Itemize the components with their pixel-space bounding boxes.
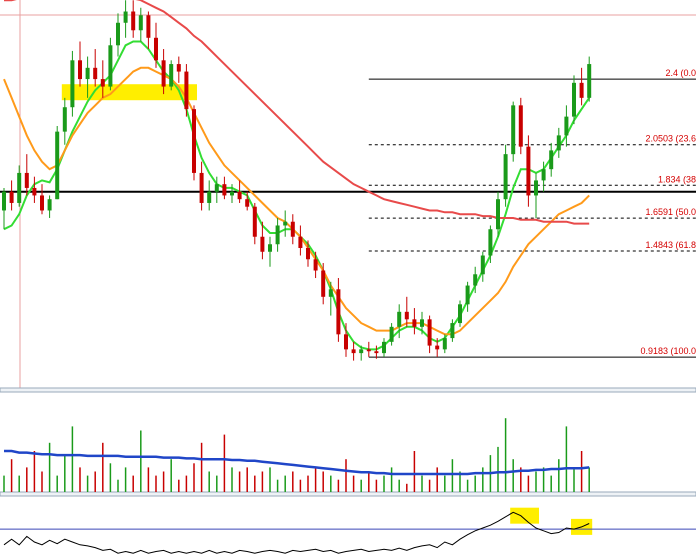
candle-body-16 <box>123 11 128 23</box>
candle-body-53 <box>404 311 409 320</box>
candle-body-5 <box>40 195 44 211</box>
candle-body-45 <box>344 334 348 350</box>
candle-body-70 <box>534 180 538 196</box>
candle-body-10 <box>78 60 82 80</box>
candle-body-3 <box>24 172 29 188</box>
candle-body-36 <box>275 225 280 245</box>
candle-body-20 <box>154 37 158 61</box>
candle-body-19 <box>146 15 151 38</box>
candle-body-49 <box>374 351 379 354</box>
candle-body-64 <box>488 229 493 256</box>
fib-level-label-4: 1.4843 (61.8 <box>645 240 696 250</box>
candle-body-69 <box>526 146 531 196</box>
candle-body-73 <box>556 135 561 151</box>
candle-body-62 <box>473 274 478 286</box>
fib-level-label-5: 0.9183 (100.0 <box>640 346 696 356</box>
candle-body-32 <box>245 199 250 207</box>
moving-average-line-2 <box>4 0 590 225</box>
candle-body-51 <box>389 326 394 342</box>
candle-body-23 <box>176 64 181 72</box>
candle-body-40 <box>306 248 310 260</box>
candle-body-9 <box>70 60 75 108</box>
oscillator-line <box>3 511 590 554</box>
candle-body-12 <box>93 67 98 80</box>
candle-body-11 <box>85 67 90 80</box>
candle-body-30 <box>230 191 234 196</box>
candle-body-21 <box>161 60 166 87</box>
candle-body-35 <box>268 244 272 252</box>
candle-body-6 <box>47 199 52 211</box>
candle-body-14 <box>108 45 113 87</box>
candle-body-41 <box>313 259 318 271</box>
candle-body-46 <box>351 349 356 354</box>
moving-average-line-1 <box>3 66 590 336</box>
candle-body-74 <box>564 116 569 136</box>
candle-body-39 <box>298 236 303 248</box>
candle-body-13 <box>100 79 105 87</box>
candle-body-71 <box>541 169 546 181</box>
candle-body-55 <box>420 319 424 327</box>
panel-divider-volume <box>0 387 696 393</box>
candle-body-66 <box>503 154 508 200</box>
candle-body-0 <box>2 191 6 211</box>
fib-level-label-2: 1.834 (38 <box>658 174 696 184</box>
candle-body-76 <box>579 82 584 98</box>
candle-body-7 <box>55 131 60 200</box>
candle-body-33 <box>252 206 257 237</box>
candle-body-25 <box>192 109 196 173</box>
candle-body-42 <box>321 270 326 297</box>
volume-average-line <box>4 449 590 476</box>
candle-body-27 <box>207 191 212 203</box>
candle-body-31 <box>237 191 242 200</box>
candle-body-1 <box>9 191 14 203</box>
candle-body-77 <box>587 64 592 98</box>
candle-body-44 <box>336 289 341 335</box>
candle-body-4 <box>32 187 37 196</box>
fib-level-label-1: 2.0503 (23.6 <box>645 134 696 144</box>
candle-body-38 <box>290 221 295 237</box>
candle-body-34 <box>260 236 265 252</box>
fib-level-label-3: 1.6591 (50.0 <box>645 207 696 217</box>
candle-body-28 <box>214 184 219 192</box>
candle-body-47 <box>359 349 364 354</box>
candle-body-48 <box>366 349 371 352</box>
candle-body-59 <box>450 323 455 339</box>
highlight-box-oscillator-1 <box>510 507 539 524</box>
candle-body-57 <box>435 345 440 350</box>
panel-divider-oscillator <box>0 491 696 497</box>
candle-body-18 <box>138 15 143 31</box>
candle-body-29 <box>222 184 227 196</box>
candle-body-63 <box>480 255 485 275</box>
candle-body-60 <box>458 304 462 324</box>
candle-body-2 <box>17 172 22 203</box>
candle-body-67 <box>511 105 516 155</box>
candle-body-50 <box>382 341 386 354</box>
candle-body-72 <box>549 150 554 170</box>
candle-body-8 <box>62 107 67 132</box>
candle-body-15 <box>116 22 120 46</box>
candle-body-17 <box>131 11 136 31</box>
fib-level-label-0: 2.4 (0.0 <box>665 68 696 78</box>
candle-body-61 <box>465 285 470 305</box>
candle-body-54 <box>412 319 417 327</box>
candle-body-56 <box>427 319 432 346</box>
candle-body-58 <box>442 338 447 350</box>
candle-body-22 <box>169 64 174 87</box>
candle-body-52 <box>397 311 402 327</box>
candle-body-43 <box>328 289 333 297</box>
candle-body-68 <box>518 105 523 147</box>
candle-body-26 <box>199 172 204 203</box>
candle-body-75 <box>572 82 576 117</box>
candle-body-37 <box>283 221 288 226</box>
candle-body-24 <box>184 71 189 110</box>
candle-body-65 <box>496 199 500 230</box>
